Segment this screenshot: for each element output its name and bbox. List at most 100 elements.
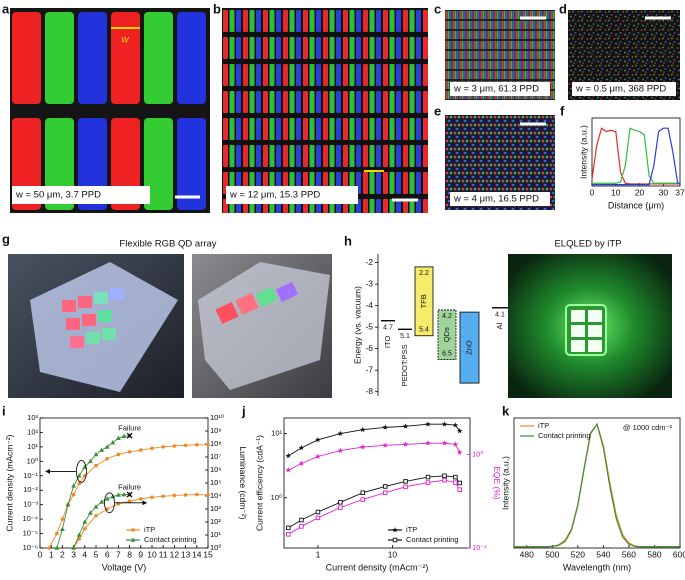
caption-box (450, 82, 550, 96)
plot-frame (513, 417, 681, 549)
y-axis-label: Current density (mAcm⁻²) (4, 434, 14, 531)
marker (83, 526, 87, 531)
x-tick-label: 2 (60, 549, 65, 559)
micrograph (222, 8, 428, 213)
x-tick-label: 5 (94, 549, 99, 559)
guide-ellipse (104, 492, 115, 514)
pixel (45, 12, 74, 104)
qd-pixel (110, 288, 124, 300)
level-label: 4.2 (442, 313, 452, 320)
y2-axis-label: EQE (%) (492, 466, 502, 500)
qd-squares (62, 288, 124, 348)
marker (121, 491, 127, 497)
marker (88, 510, 93, 515)
y2-tick-label: 10⁵ (210, 478, 221, 487)
marker (359, 444, 366, 450)
qd-pixel (70, 336, 84, 348)
caption: w = 50 μm, 3.7 PPD (15, 190, 101, 201)
lit-pixel (588, 325, 602, 337)
y-tick-label: 10⁻² (23, 485, 38, 494)
marker (382, 442, 389, 448)
marker (99, 499, 104, 504)
marker (299, 517, 304, 523)
marker (206, 442, 210, 447)
y-tick-label: -6 (365, 343, 373, 353)
marker (337, 430, 344, 437)
level-label: 4.1 (495, 312, 505, 319)
guide-ellipse (76, 460, 87, 483)
x-tick-label: 13 (181, 549, 191, 559)
x-tick-label: 12 (170, 549, 180, 559)
width-annotation: w (121, 35, 129, 46)
x-tick-label: 30 (659, 187, 669, 197)
marker (453, 480, 458, 485)
marker (457, 480, 462, 486)
series-line (514, 422, 680, 548)
caption: w = 12 μm, 15.3 PPD (229, 190, 320, 201)
qd-pixel (255, 286, 279, 308)
caption: w = 3 μm, 61.3 PPD (453, 84, 539, 95)
marker (425, 480, 431, 485)
marker (110, 439, 116, 445)
x-axis-label: Distance (μm) (608, 200, 664, 210)
annotation: @ 1000 cdm⁻² (623, 423, 673, 432)
marker (65, 502, 71, 507)
x-tick-label: 540 (596, 549, 610, 559)
marker (116, 452, 121, 457)
marker (456, 449, 463, 455)
caption: w = 0.5 μm, 368 PPD (575, 84, 666, 95)
x-tick-label: 15 (203, 549, 213, 559)
y-axis-label: Energy (vs. vacuum) (352, 286, 362, 364)
marker (456, 427, 463, 434)
marker (116, 435, 121, 440)
panel-label: a (2, 1, 10, 16)
energy-band (437, 309, 457, 360)
marker (453, 474, 458, 480)
legend-label: iTP (144, 525, 155, 534)
marker (183, 443, 188, 448)
photo-title: ELQLED by iTP (554, 239, 621, 250)
marker (402, 423, 409, 429)
marker (172, 493, 177, 498)
x-tick-label: 7 (116, 549, 121, 559)
marker (286, 532, 291, 537)
marker (360, 490, 366, 495)
marker (360, 497, 366, 502)
level-label: 5.1 (400, 333, 410, 340)
marker (425, 474, 431, 480)
material-label: QDs (442, 327, 451, 342)
pixel (12, 12, 41, 104)
y2-axis-label: Luminance (cdm⁻²) (238, 447, 248, 520)
marker (285, 452, 292, 459)
pixel (144, 118, 173, 210)
qd-pixel (215, 301, 239, 325)
series-line (73, 494, 209, 549)
y-tick-label: -8 (365, 386, 373, 396)
x-tick-label: 10 (611, 187, 621, 197)
marker (286, 525, 291, 531)
marker (442, 477, 447, 483)
x-tick-label: 3 (71, 549, 76, 559)
x-tick-label: 560 (622, 549, 636, 559)
y-tick-label: -2 (365, 257, 373, 267)
pixel (177, 12, 206, 104)
marker (71, 483, 76, 488)
lit-pixel (588, 340, 602, 352)
y2-tick-label: 10² (210, 517, 221, 526)
qd-pixel (235, 292, 259, 316)
y2-tick-label: 10¹ (210, 530, 221, 539)
y-tick-label: 10² (27, 427, 38, 436)
qd-pixel (86, 332, 100, 344)
qd-pixel (78, 296, 92, 308)
y2-tick-label: 10⁷ (210, 452, 221, 461)
panel-label: j (241, 403, 246, 418)
x-tick-label: 500 (545, 549, 559, 559)
y-tick-label: 10⁻³ (23, 500, 38, 509)
photo-title: Flexible RGB QD array (119, 239, 216, 250)
series-line (56, 435, 130, 549)
marker (93, 451, 99, 457)
x-tick-label: 8 (127, 549, 132, 559)
x-tick-label: 1 (49, 549, 54, 559)
x-axis-label: Current density (mAcm⁻²) (326, 562, 429, 572)
series-line (592, 127, 680, 184)
